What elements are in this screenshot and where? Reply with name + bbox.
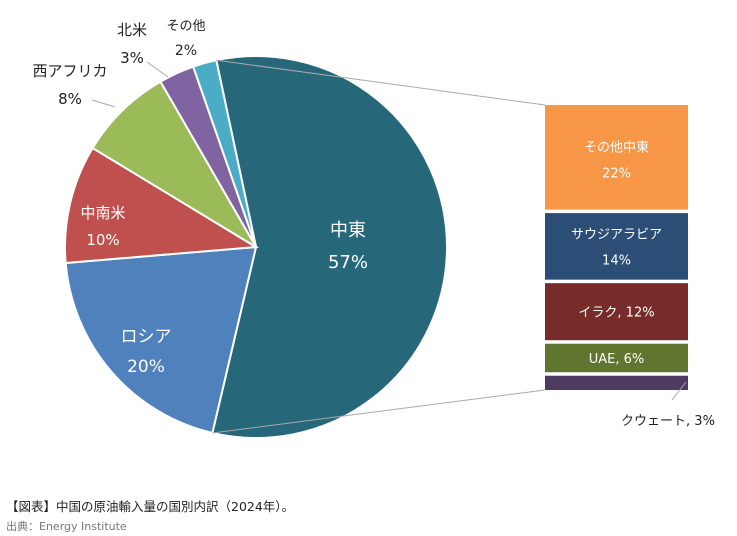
bar-label: その他中東 <box>584 139 649 155</box>
connector-line <box>216 59 546 106</box>
bar-label: クウェート, 3% <box>621 414 715 429</box>
pie-label: 西アフリカ <box>32 62 107 80</box>
pie-value: 3% <box>120 49 144 67</box>
leader-line <box>671 381 687 401</box>
connector-line <box>212 389 546 434</box>
caption: 【図表】中国の原油輸入量の国別内訳（2024年）。 <box>6 499 295 514</box>
pie-value: 2% <box>175 43 197 59</box>
pie-label: 中南米 <box>80 204 125 222</box>
pie-slice <box>91 80 257 248</box>
pie-slice <box>64 146 260 265</box>
pie-label: ロシア <box>121 327 172 347</box>
source: 出典：Energy Institute <box>6 520 127 533</box>
bar-label: サウジアラビア <box>571 227 662 242</box>
leader-line <box>91 99 116 108</box>
pie-slice <box>211 55 448 439</box>
bar-segment <box>545 343 688 373</box>
pie-label: その他 <box>166 19 205 34</box>
pie-of-bar-chart: 中東 57% ロシア 20% 中南米 10% 西アフリカ 8% 北米 3% その他 2% その他中東 22… <box>32 19 715 439</box>
pie-label: 中東 <box>330 220 366 241</box>
pie-value: 10% <box>86 231 119 249</box>
pie-slice <box>191 58 257 248</box>
pie-value: 20% <box>127 357 165 377</box>
pie-value: 57% <box>328 252 368 273</box>
bar-segment <box>545 105 688 210</box>
bar-value: 22% <box>602 166 631 181</box>
bar-value: 14% <box>602 253 631 268</box>
bar-label: イラク, 12% <box>578 306 654 321</box>
pie-value: 8% <box>58 90 82 108</box>
bar-label: UAE, 6% <box>589 352 645 367</box>
pie-label: 北米 <box>117 21 147 39</box>
pie-slice <box>64 245 258 435</box>
bar-segment <box>545 213 688 280</box>
bar-segment <box>545 283 688 341</box>
bar-segment <box>545 375 688 390</box>
leader-line <box>146 61 169 78</box>
